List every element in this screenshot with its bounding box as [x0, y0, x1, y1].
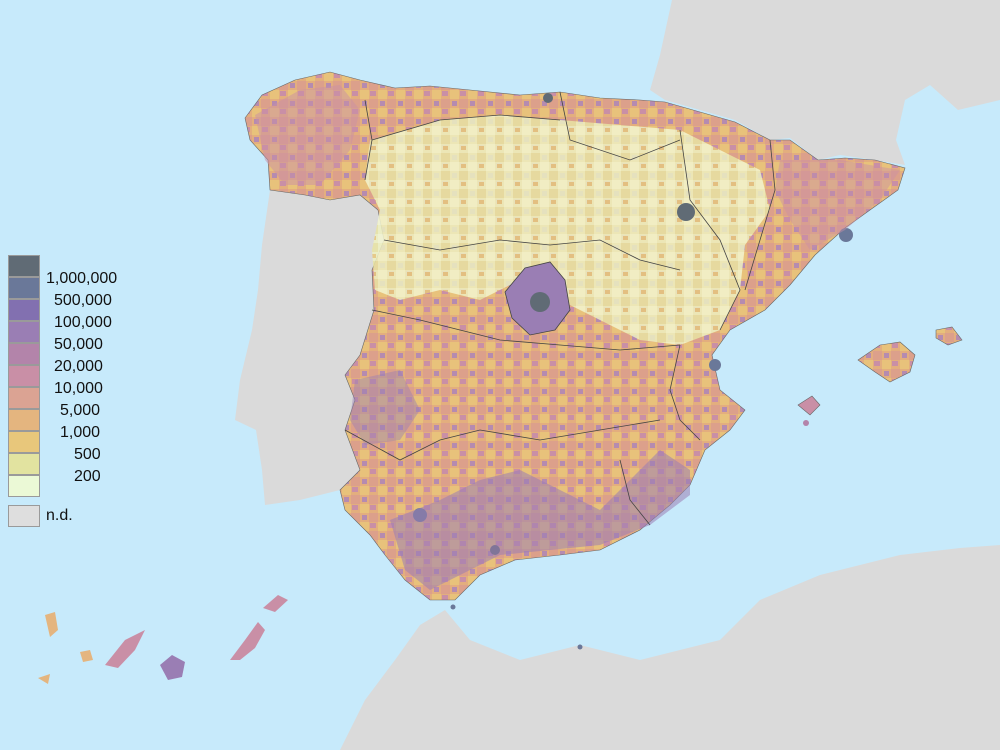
legend-label-500: 500	[74, 446, 101, 463]
legend-swatch-7	[8, 387, 40, 409]
legend-swatch-6	[8, 365, 40, 387]
la-gomera	[80, 650, 93, 662]
portugal-land	[235, 190, 384, 505]
central-plateau-low-density	[365, 115, 770, 345]
legend-label-100000: 100,000	[54, 314, 112, 331]
legend-swatch-1	[8, 255, 40, 277]
fuerteventura	[230, 622, 265, 660]
legend-swatch-5	[8, 343, 40, 365]
legend-label-20000: 20,000	[54, 358, 103, 375]
legend-swatch-nd	[8, 505, 40, 527]
region-borders	[344, 91, 776, 526]
ibiza	[797, 395, 821, 416]
legend-swatch-8	[8, 409, 40, 431]
menorca	[935, 326, 963, 346]
ceuta	[450, 604, 456, 610]
legend-label-200: 200	[74, 468, 101, 485]
legend-swatch-4	[8, 321, 40, 343]
legend-swatch-2	[8, 277, 40, 299]
legend-label-50000: 50,000	[54, 336, 103, 353]
legend-label-5000: 5,000	[60, 402, 101, 419]
legend-label-1000: 1,000	[60, 424, 101, 441]
el-hierro	[38, 674, 50, 684]
andalusia-dense-area	[390, 450, 690, 590]
extremadura-dense-area	[350, 370, 420, 445]
legend-swatch-9	[8, 431, 40, 453]
valencia-city	[709, 359, 721, 371]
legend-swatch-3	[8, 299, 40, 321]
gran-canaria	[160, 655, 185, 680]
mallorca	[857, 341, 916, 383]
legend-label-nd: n.d.	[46, 507, 73, 524]
legend-label-500000: 500,000	[54, 292, 112, 309]
zaragoza-city	[677, 203, 695, 221]
madrid-city	[530, 292, 550, 312]
africa-land	[340, 545, 1000, 750]
la-palma	[45, 612, 58, 637]
galicia-dense-area	[255, 85, 360, 185]
tenerife	[105, 630, 145, 668]
catalonia-dense-area	[775, 160, 900, 250]
legend-swatch-11	[8, 475, 40, 497]
legend-label-10000: 10,000	[54, 380, 103, 397]
legend-label-1000000: 1,000,000	[46, 270, 118, 287]
formentera	[803, 420, 809, 426]
barcelona-city	[839, 228, 853, 242]
lanzarote	[263, 595, 288, 612]
legend-swatch-10	[8, 453, 40, 475]
bilbao-city	[543, 93, 553, 103]
france-land	[650, 0, 1000, 165]
melilla	[577, 644, 583, 650]
